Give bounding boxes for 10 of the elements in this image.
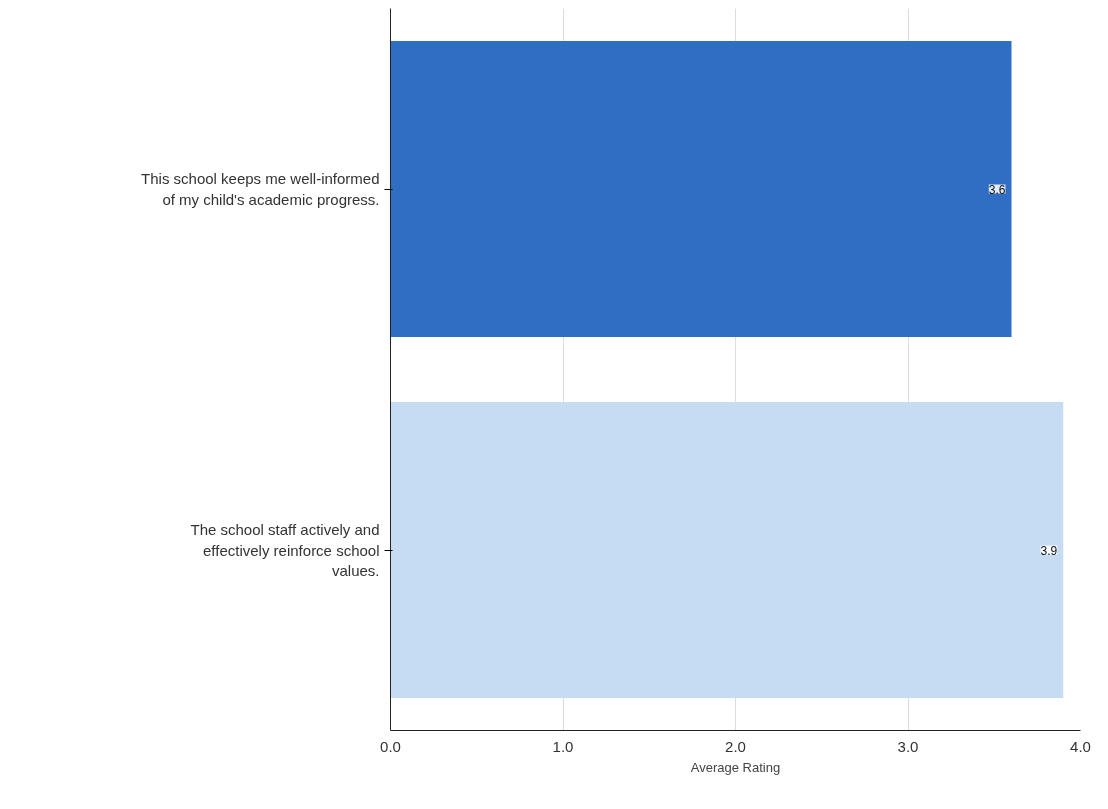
x-tick-label: 2.0 [725, 737, 746, 755]
x-axis-title: Average Rating [690, 759, 781, 775]
x-tick-label: 4.0 [1070, 737, 1091, 755]
y-tick-label: This school keeps me well-informed of my child's academic progress. [141, 170, 380, 208]
data-label: 3.6 [988, 182, 1006, 197]
x-tick-label: 1.0 [552, 737, 574, 755]
x-tick-label: 3.0 [897, 737, 919, 755]
data-label: 3.9 [1040, 543, 1058, 558]
x-tick-label: 0.0 [380, 737, 401, 755]
y-tick-label: The school staff actively and effectively reinforce school values. [190, 521, 380, 579]
